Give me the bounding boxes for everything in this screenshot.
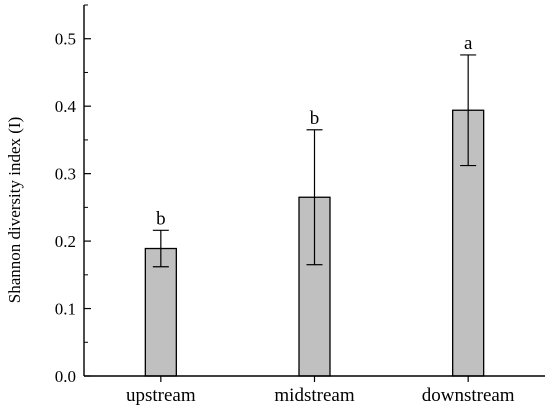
significance-letter-downstream: a [464, 33, 473, 54]
y-axis-title: Shannon diversity index (I) [5, 117, 24, 304]
y-tick-label-0.1: 0.1 [55, 300, 76, 319]
y-tick-label-0.4: 0.4 [55, 97, 77, 116]
significance-letter-upstream: b [156, 208, 166, 229]
bars-layer: b b a [144, 33, 485, 377]
x-tick-label-downstream: downstream [422, 385, 515, 406]
x-tick-label-upstream: upstream [126, 385, 196, 406]
y-tick-label-0.0: 0.0 [55, 367, 76, 386]
y-axis-title-group: Shannon diversity index (I) [5, 117, 24, 304]
axes-layer: upstream midstream downstream 0.0 0.1 0.2 0.3 0… [55, 4, 545, 406]
x-tick-label-midstream: midstream [274, 385, 354, 406]
y-tick-label-0.5: 0.5 [55, 30, 76, 49]
y-tick-label-0.3: 0.3 [55, 165, 76, 184]
y-tick-label-0.2: 0.2 [55, 232, 76, 251]
significance-letter-midstream: b [310, 108, 320, 129]
bar-upstream [144, 247, 177, 377]
